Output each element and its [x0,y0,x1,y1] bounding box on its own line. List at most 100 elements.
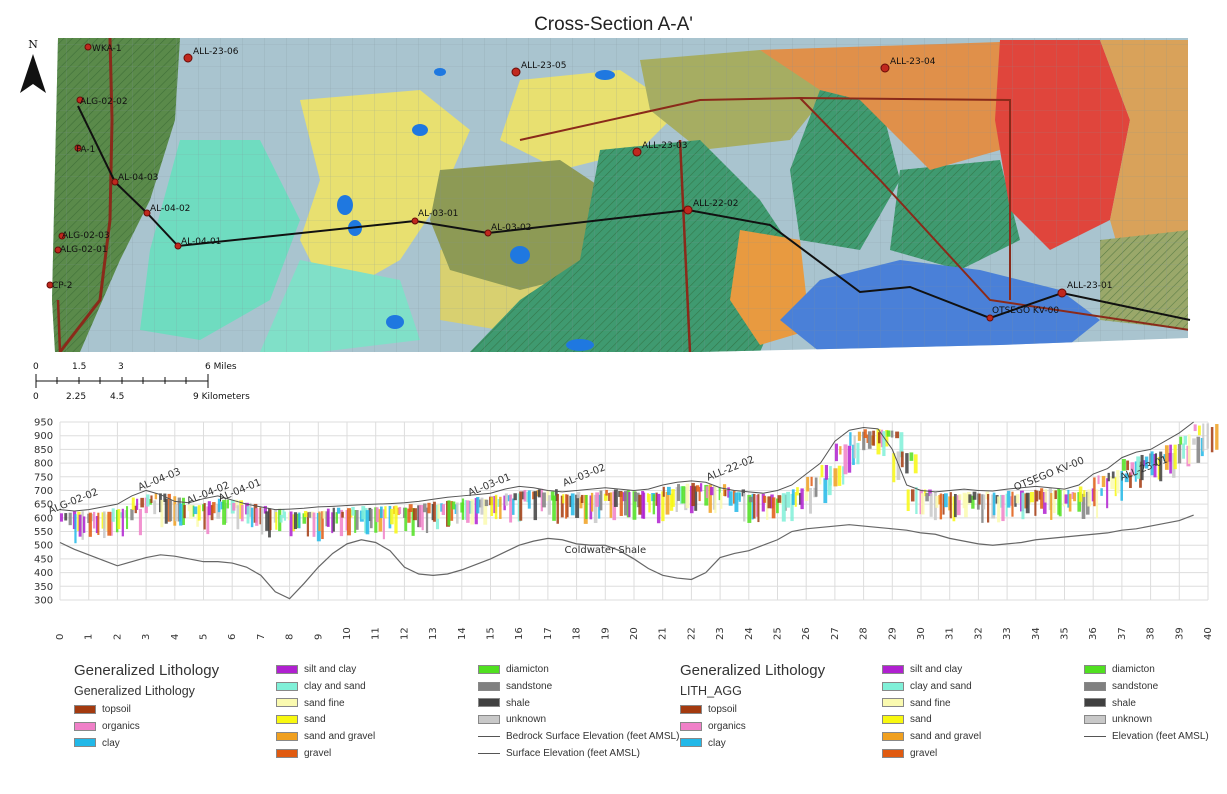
lithology-bar [899,432,904,458]
lithology-bar [892,453,896,483]
lithology-bar [480,497,484,515]
lithology-bar [1183,435,1187,445]
svg-text:1.5: 1.5 [72,362,86,372]
lithology-bar [613,489,618,507]
lithology-bar [1011,491,1014,517]
map-well-label: AL-03-02 [491,223,531,233]
lithology-bar [849,432,852,446]
lithology-bar [504,493,508,506]
section-well-label: AL-04-03 [137,466,183,493]
legend-swatch [1084,715,1106,725]
lithology-bar [282,509,285,518]
legend-item: shale [1084,698,1136,710]
lithology-bar [1057,488,1061,515]
lithology-bar [862,431,866,451]
lithology-bar [1078,486,1083,502]
x-tick-label: 22 [686,627,697,640]
lithology-bar [192,505,195,517]
legend-swatch [74,704,96,714]
x-tick-label: 27 [830,627,841,640]
lithology-bar [308,511,312,518]
legend-item: sand [882,714,932,726]
lithology-bar [928,489,932,497]
x-tick-label: 35 [1060,627,1071,640]
legend-label: gravel [910,748,938,759]
lithology-bar [440,503,443,512]
lithology-bar [265,511,269,531]
lithology-bar [1091,488,1094,502]
lithology-bar [1054,490,1057,500]
legend-swatch [74,721,96,731]
legend-label: sand and gravel [304,731,376,743]
lithology-bar [585,494,588,520]
lithology-bar [368,507,372,522]
lithology-bar [206,506,210,535]
lithology-bar [734,492,739,512]
lithology-bar [1159,451,1163,482]
legend-swatch [680,738,702,748]
svg-text:0: 0 [33,392,39,400]
lithology-bar [905,453,909,474]
lithology-bar [708,484,712,513]
y-tick-label: 950 [34,418,53,429]
lithology-bar [1187,434,1191,464]
lithology-bar [225,503,228,523]
lithology-bar [671,489,675,507]
lithology-bar [823,478,828,504]
lithology-bar [842,466,845,485]
legend-item: Surface Elevation (feet AMSL) [478,748,640,760]
y-tick-label: 300 [34,596,53,607]
lithology-bar [336,507,341,514]
lithology-bar [566,494,569,518]
lithology-bar [964,494,968,518]
x-tick-label: 26 [801,627,812,640]
lithology-bar [193,506,198,515]
lithology-bar [856,442,860,465]
lithology-bar [91,513,95,522]
lithology-bar [978,493,981,505]
lithology-bar [1077,492,1082,512]
lithology-bar [120,512,123,518]
lithology-bar [580,494,584,503]
lithology-bar [819,476,822,485]
legend-item: unknown [478,714,546,726]
lithology-bar [771,497,776,519]
lithology-bar [1053,489,1056,514]
lithology-bar [834,443,838,462]
lithology-bar [949,492,952,519]
lithology-bar [1097,475,1100,485]
lithology-bar [365,510,370,535]
legend-label: organics [708,720,746,732]
lithology-bar [179,503,183,526]
y-tick-label: 650 [34,500,53,511]
lithology-bar [1068,493,1072,512]
legend-label: diamicton [1112,664,1155,675]
lithology-bar [810,476,813,487]
lithology-bar [857,431,861,441]
lithology-bar [556,493,559,524]
lithology-bar [322,510,326,519]
lithology-bar [1124,473,1129,483]
lithology-bar [321,511,324,540]
lithology-bar [1063,489,1066,507]
lithology-bar [767,496,771,509]
map-well-label: ALL-23-04 [890,57,936,67]
lithology-bar [790,493,794,522]
lithology-bar [240,504,244,522]
lithology-bar [938,495,941,505]
x-tick-label: 5 [199,634,210,640]
map-well-label: ALG-02-01 [60,245,108,255]
lithology-bar [411,508,415,536]
lithology-bar [355,510,359,530]
lithology-bar [642,492,646,519]
lithology-bar [698,486,701,502]
lithology-bar [1087,489,1092,507]
lithology-bar [527,490,531,509]
lithology-bar [691,482,695,507]
lithology-bar [598,494,601,519]
lithology-bar [173,496,177,526]
lithology-bar [915,487,918,514]
lithology-bar [226,499,230,509]
legend-label: shale [1112,697,1136,709]
lithology-bar [1182,443,1185,459]
